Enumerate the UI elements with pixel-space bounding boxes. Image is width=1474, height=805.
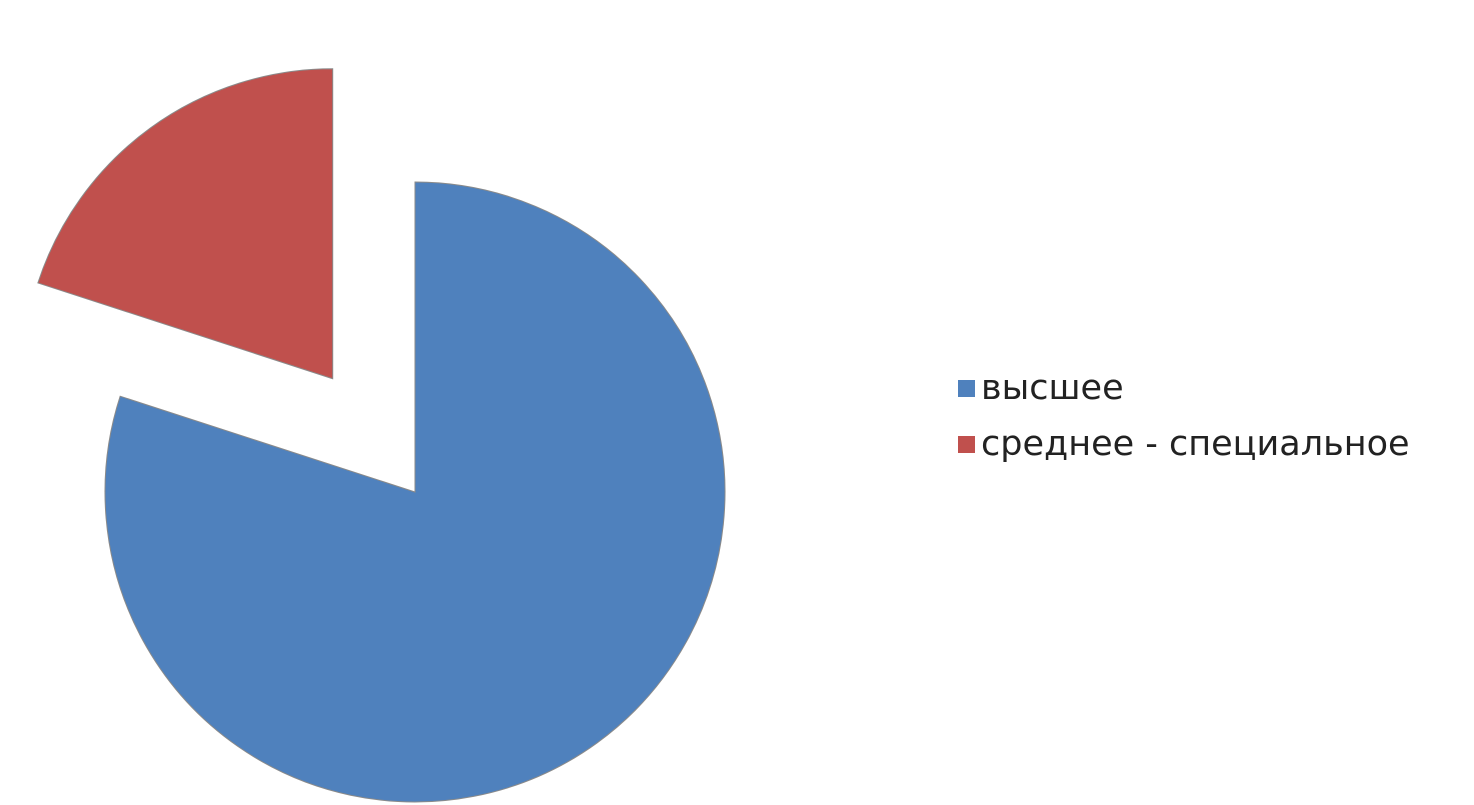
legend-label-srednee-specialnoe: среднее - специальное xyxy=(981,423,1410,464)
legend-swatch-vysshee xyxy=(958,379,975,397)
legend-label-vysshee: высшее xyxy=(981,367,1124,408)
legend: высшее среднее - специальное xyxy=(958,360,1410,472)
legend-item-vysshee: высшее xyxy=(958,360,1410,416)
pie-slice-srednee-specialnoe xyxy=(37,68,334,380)
pie-slice-vysshee xyxy=(104,181,726,803)
legend-item-srednee-specialnoe: среднее - специальное xyxy=(958,416,1410,472)
legend-swatch-srednee-specialnoe xyxy=(958,435,975,453)
